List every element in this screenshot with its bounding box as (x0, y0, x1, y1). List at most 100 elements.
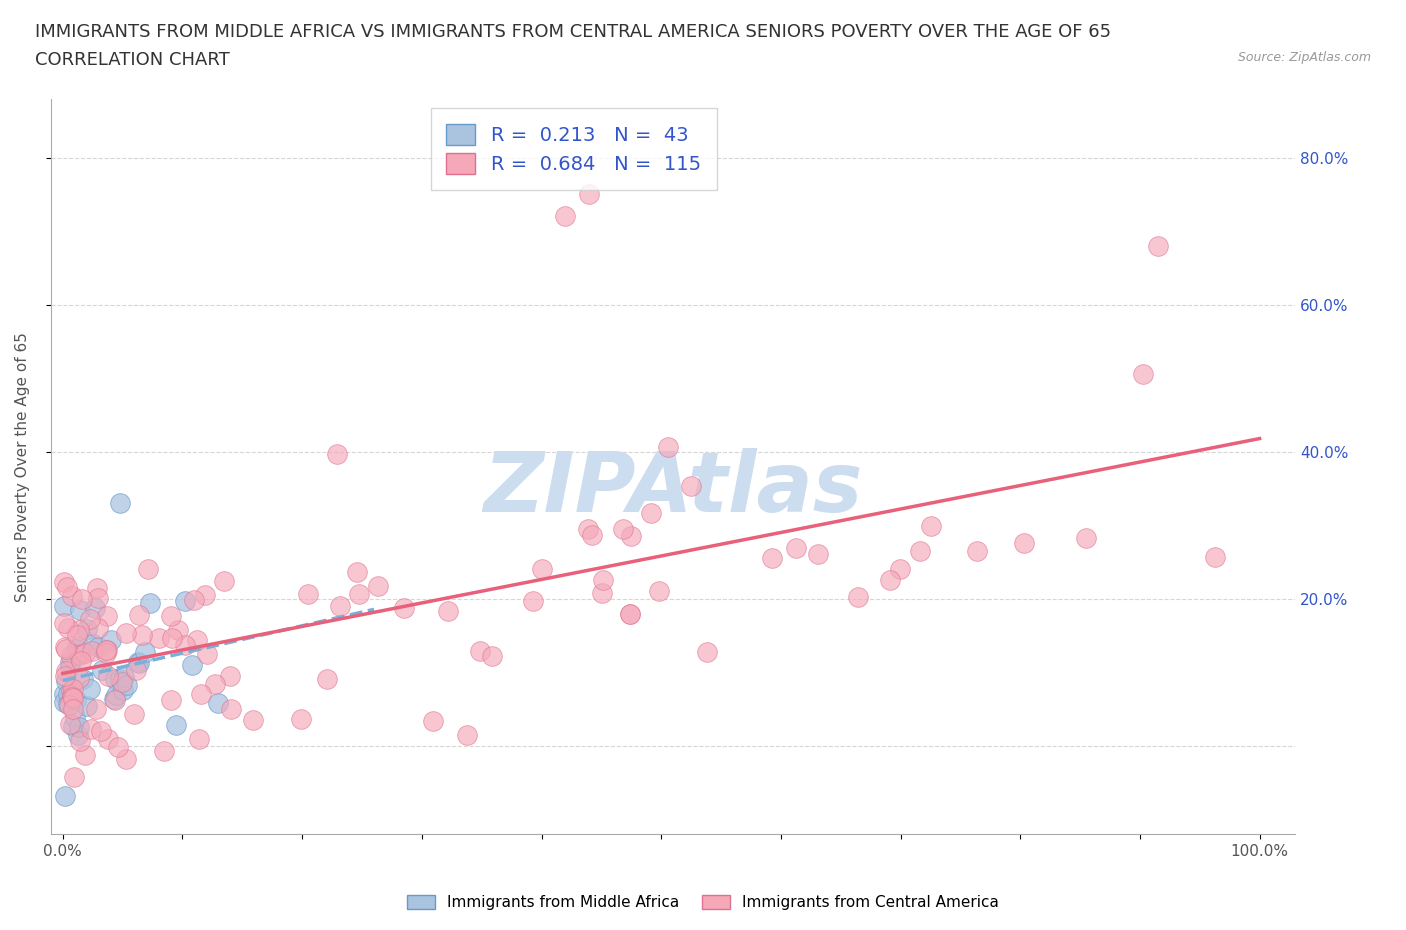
Point (79, 612, 101, 627)
Point (619, 606, 641, 621)
Point (160, 631, 183, 645)
Point (87, 591, 110, 605)
Point (112, 670, 135, 684)
Point (69, 647, 91, 662)
Point (60, 690, 83, 705)
Point (117, 677, 139, 692)
Point (219, 669, 242, 684)
Text: ZIPAtlas: ZIPAtlas (484, 448, 863, 529)
Point (1074, 531, 1097, 546)
Point (67, 671, 90, 685)
Point (84, 702, 107, 717)
Point (125, 662, 148, 677)
Point (531, 561, 554, 576)
Point (889, 562, 911, 577)
Point (86, 580, 108, 595)
Point (166, 622, 188, 637)
Point (67, 719, 90, 734)
Point (65, 642, 87, 657)
Point (183, 592, 205, 607)
Point (194, 587, 217, 602)
Point (325, 446, 347, 461)
Point (104, 693, 127, 708)
Point (59, 684, 82, 698)
Point (94, 645, 117, 660)
Point (90, 724, 112, 738)
Point (347, 587, 370, 602)
Point (522, 593, 544, 608)
Point (69, 639, 91, 654)
Y-axis label: Seniors Poverty Over the Age of 65: Seniors Poverty Over the Age of 65 (15, 332, 30, 602)
Point (908, 543, 931, 558)
Point (96, 643, 118, 658)
Point (148, 631, 170, 645)
Point (785, 540, 807, 555)
Point (679, 478, 702, 493)
Point (70, 591, 93, 606)
Point (153, 743, 176, 758)
Point (846, 590, 869, 604)
Point (346, 565, 368, 579)
Point (128, 656, 150, 671)
Point (436, 604, 458, 618)
Point (96, 643, 118, 658)
Point (1132, 366, 1154, 381)
Point (290, 711, 312, 726)
Point (110, 671, 132, 686)
Point (392, 601, 415, 616)
Point (619, 606, 641, 621)
Point (879, 572, 901, 587)
Point (807, 546, 830, 561)
Point (58, 698, 80, 712)
Point (620, 529, 643, 544)
Point (127, 655, 149, 670)
Point (159, 608, 181, 623)
Point (76, 698, 98, 713)
Point (612, 522, 634, 537)
Point (56, 620, 79, 635)
Point (58, 659, 80, 674)
Point (53, 616, 76, 631)
Point (67, 622, 90, 637)
Point (139, 596, 162, 611)
Point (1204, 550, 1226, 565)
Point (53, 789, 76, 804)
Point (80, 644, 103, 658)
Point (592, 573, 614, 588)
Point (920, 519, 942, 534)
Text: Source: ZipAtlas.com: Source: ZipAtlas.com (1237, 51, 1371, 64)
Point (79, 722, 101, 737)
Point (55, 642, 77, 657)
Text: CORRELATION CHART: CORRELATION CHART (35, 51, 231, 69)
Point (131, 628, 153, 643)
Point (966, 543, 988, 558)
Point (111, 683, 134, 698)
Point (97, 669, 120, 684)
Point (59, 716, 82, 731)
Text: IMMIGRANTS FROM MIDDLE AFRICA VS IMMIGRANTS FROM CENTRAL AMERICA SENIORS POVERTY: IMMIGRANTS FROM MIDDLE AFRICA VS IMMIGRA… (35, 23, 1111, 41)
Point (554, 209, 576, 224)
Point (53, 695, 76, 710)
Point (581, 527, 603, 542)
Point (174, 593, 197, 608)
Point (456, 727, 478, 742)
Point (69, 603, 91, 618)
Point (576, 522, 599, 537)
Point (122, 707, 145, 722)
Point (128, 607, 150, 622)
Point (55, 664, 77, 679)
Point (136, 561, 159, 576)
Point (160, 693, 183, 708)
Point (53, 575, 76, 590)
Point (165, 718, 187, 733)
Point (84, 601, 107, 616)
Point (219, 701, 242, 716)
Point (468, 643, 491, 658)
Point (62, 701, 84, 716)
Point (76, 622, 98, 637)
Point (55, 674, 77, 689)
Point (103, 671, 125, 686)
Point (66, 647, 89, 662)
Point (297, 586, 319, 601)
Point (53, 686, 76, 701)
